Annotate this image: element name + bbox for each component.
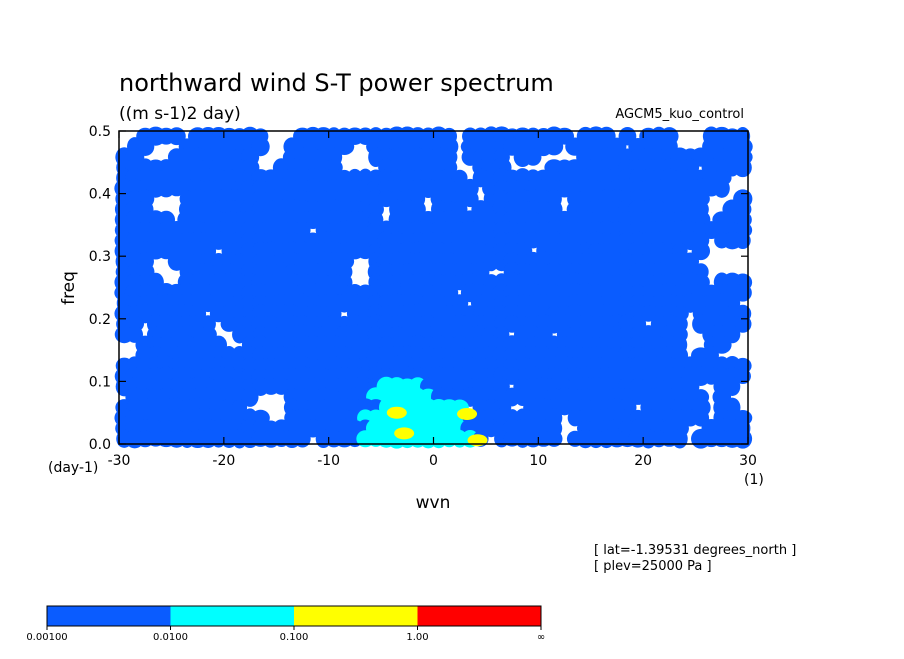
- colorbar-segment: [417, 606, 541, 626]
- x-axis-ticks: -30 -20 -10 0 10 20 30: [108, 131, 757, 469]
- colorbar-segment: [47, 606, 171, 626]
- y-axis-label: freq: [59, 271, 79, 305]
- colorbar-label: 0.0100: [153, 632, 188, 643]
- x-tick-label: 20: [634, 453, 652, 469]
- yellow-core: [457, 407, 478, 420]
- field-blob: [544, 137, 564, 156]
- field-blob: [241, 387, 259, 407]
- yellow-core: [386, 406, 407, 419]
- x-tick-label: -20: [212, 453, 235, 469]
- x-tick-label: -10: [317, 453, 340, 469]
- pressure-level-info: [ plev=25000 Pa ]: [594, 559, 712, 574]
- field-blob: [733, 428, 753, 449]
- colorbar-label: 0.100: [280, 632, 309, 643]
- field-blob: [713, 178, 730, 198]
- x-tick-label: 30: [739, 453, 757, 469]
- y-tick-label: 0.2: [89, 312, 111, 328]
- field-blob: [294, 430, 311, 448]
- x-unit-label: (1): [744, 472, 764, 488]
- y-axis-ticks: 0.0 0.1 0.2 0.3 0.4 0.5: [89, 124, 748, 453]
- y-unit-label: (day-1): [48, 460, 98, 476]
- colorbar-segment: [170, 606, 294, 626]
- field-blob: [167, 127, 186, 146]
- yellow-core: [394, 427, 415, 440]
- y-tick-label: 0.0: [89, 437, 111, 453]
- field-blob: [671, 429, 688, 449]
- chart-title: northward wind S-T power spectrum: [119, 69, 554, 97]
- x-tick-label: 10: [529, 453, 547, 469]
- y-tick-label: 0.1: [89, 374, 111, 390]
- units-label: ((m s-1)2 day): [119, 104, 241, 124]
- field-blob: [524, 148, 542, 166]
- x-axis-label: wvn: [416, 493, 451, 513]
- colorbar-label: 1.00: [406, 632, 428, 643]
- colorbar-label: 0.00100: [26, 632, 67, 643]
- y-tick-label: 0.4: [89, 187, 111, 203]
- field-blob: [734, 315, 752, 333]
- colorbar: 0.00100 0.0100 0.100 1.00 ∞: [26, 605, 545, 643]
- y-tick-label: 0.5: [89, 124, 111, 140]
- colorbar-segment: [294, 606, 418, 626]
- field-blob: [734, 368, 751, 385]
- yellow-core: [467, 434, 488, 447]
- x-tick-label: 0: [429, 453, 438, 469]
- latitude-info: [ lat=-1.39531 degrees_north ]: [594, 543, 796, 558]
- model-label: AGCM5_kuo_control: [615, 107, 744, 122]
- colorbar-label: ∞: [537, 632, 545, 643]
- field-blob: [733, 157, 752, 178]
- field-blob: [545, 430, 563, 447]
- x-tick-label: -30: [108, 453, 131, 469]
- field-blob: [734, 232, 751, 250]
- y-tick-label: 0.3: [89, 249, 111, 265]
- field-blob: [682, 293, 698, 313]
- field-blob: [232, 325, 248, 344]
- spectrum-field: [114, 126, 753, 449]
